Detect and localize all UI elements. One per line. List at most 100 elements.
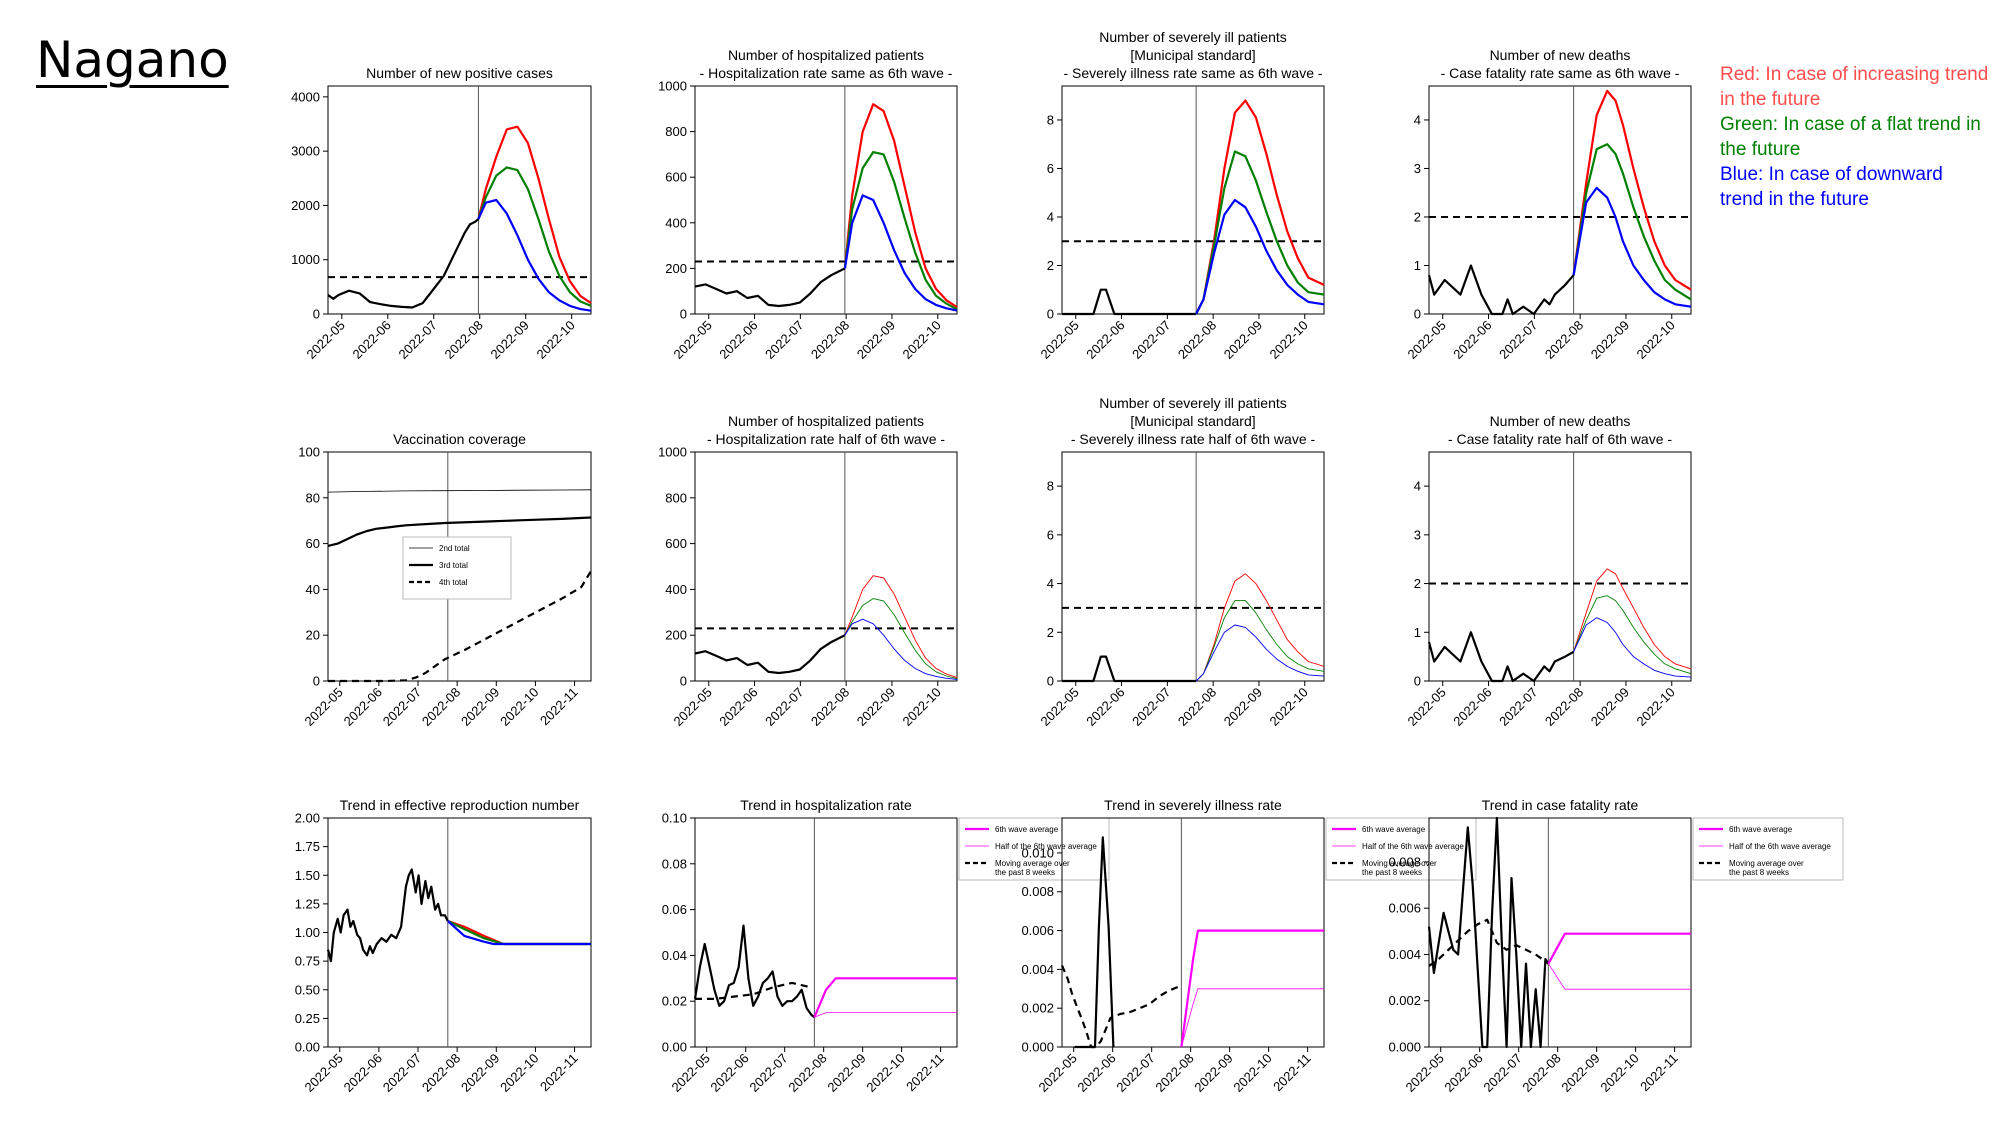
chart-title-line: - Case fatality rate half of 6th wave - (1448, 431, 1672, 447)
chart-title-line: - Case fatality rate same as 6th wave - (1441, 65, 1680, 81)
legend-label: Half of the 6th wave average (1362, 842, 1464, 851)
y-tick-label: 2.00 (295, 811, 320, 826)
chart-title-line: Vaccination coverage (393, 431, 526, 447)
y-tick-label: 2 (1414, 576, 1421, 591)
x-tick-label: 2022-07 (1480, 1051, 1524, 1095)
x-tick-label: 2022-05 (302, 1051, 346, 1095)
x-tick-label: 2022-09 (458, 1051, 502, 1095)
y-tick-label: 8 (1047, 112, 1054, 127)
legend-label: the past 8 weeks (1362, 868, 1422, 877)
chart-title-line: Number of severely ill patients (1099, 29, 1287, 45)
legend-label: the past 8 weeks (1729, 868, 1789, 877)
x-tick-label: 2022-05 (304, 318, 348, 362)
x-tick-label: 2022-07 (746, 1051, 790, 1095)
plot-frame (1061, 817, 1325, 1048)
legend-label: 3rd total (439, 561, 468, 570)
y-tick-label: 0.06 (662, 902, 687, 917)
chart-title-line: Trend in severely illness rate (1104, 797, 1282, 813)
y-tick-label: 600 (665, 170, 687, 185)
y-tick-label: 6 (1047, 161, 1054, 176)
chart-title-line: Number of new positive cases (366, 65, 553, 81)
series-line-down (447, 920, 591, 946)
y-tick-label: 0.002 (1388, 993, 1421, 1008)
x-tick-label: 2022-05 (671, 685, 715, 729)
x-tick-label: 2022-07 (1113, 1051, 1157, 1095)
legend-label: 6th wave average (1362, 825, 1426, 834)
x-tick-label: 2022-10 (1634, 685, 1678, 729)
series-line-increase (1195, 99, 1325, 315)
chart-title-line: - Hospitalization rate half of 6th wave … (707, 431, 945, 447)
x-tick-label: 2022-09 (1191, 1051, 1235, 1095)
plot-frame (694, 451, 958, 682)
x-tick-label: 2022-10 (1267, 685, 1311, 729)
series-line-flat (447, 920, 591, 946)
chart-title-line: Number of hospitalized patients (728, 413, 924, 429)
series-line-observed (1062, 288, 1197, 316)
series-line-increase (1573, 568, 1692, 670)
series-line-observed (1074, 836, 1115, 1049)
y-tick-label: 0.10 (662, 811, 687, 826)
y-tick-label: 1.00 (295, 925, 320, 940)
y-tick-label: 3000 (291, 144, 320, 159)
y-tick-label: 0 (313, 307, 320, 322)
x-tick-label: 2022-10 (1597, 1051, 1641, 1095)
x-tick-label: 2022-08 (1519, 1051, 1563, 1095)
x-tick-label: 2022-08 (785, 1051, 829, 1095)
series-line-observed (1427, 816, 1550, 1049)
y-tick-label: 0.02 (662, 994, 687, 1009)
x-tick-label: 2022-06 (341, 1051, 385, 1095)
y-tick-label: 100 (298, 445, 320, 460)
x-tick-label: 2022-07 (1129, 318, 1173, 362)
series-line-observed (694, 634, 846, 675)
x-tick-label: 2022-08 (1542, 685, 1586, 729)
y-tick-label: 0.006 (1388, 901, 1421, 916)
chart-title-line: Trend in effective reproduction number (340, 797, 580, 813)
x-tick-label: 2022-05 (1405, 318, 1449, 362)
series-line-observed (1427, 631, 1575, 683)
y-tick-label: 0 (680, 307, 687, 322)
x-tick-label: 2022-08 (419, 685, 463, 729)
y-tick-label: 4 (1414, 479, 1421, 494)
chart-title-line: Number of hospitalized patients (728, 47, 924, 63)
x-tick-label: 2022-09 (458, 685, 502, 729)
legend-label: Moving average over (1729, 859, 1804, 868)
x-tick-label: 2022-06 (1441, 1051, 1485, 1095)
chart-panel-5: Number of hospitalized patients - Hospita… (658, 413, 958, 729)
y-tick-label: 0.04 (662, 948, 687, 963)
y-tick-label: 0.004 (1388, 947, 1421, 962)
x-tick-label: 2022-05 (302, 685, 346, 729)
series-line-observed (693, 924, 816, 1019)
chart-title-line: Trend in case fatality rate (1482, 797, 1639, 813)
x-tick-label: 2022-09 (854, 318, 898, 362)
series-line-dashed (1060, 965, 1179, 1049)
x-tick-label: 2022-09 (1588, 318, 1632, 362)
x-tick-label: 2022-06 (1083, 318, 1127, 362)
x-tick-label: 2022-09 (1221, 685, 1265, 729)
y-tick-label: 0.000 (1021, 1040, 1054, 1055)
chart-title-line: - Severely illness rate same as 6th wave… (1063, 65, 1322, 81)
series-line-increase (1572, 89, 1692, 291)
y-tick-label: 3 (1414, 527, 1421, 542)
y-tick-label: 0.000 (1388, 1040, 1421, 1055)
x-tick-label: 2022-06 (1074, 1051, 1118, 1095)
y-tick-label: 0 (1047, 674, 1054, 689)
x-tick-label: 2022-10 (497, 685, 541, 729)
y-tick-label: 0 (1047, 307, 1054, 322)
chart-title-line: Number of new deaths (1490, 47, 1631, 63)
chart-legend (402, 536, 512, 600)
x-tick-label: 2022-08 (808, 318, 852, 362)
x-tick-label: 2022-08 (1542, 318, 1586, 362)
legend-note-blue: Blue: In case of downward trend in the f… (1720, 164, 1943, 210)
series-line-flat (844, 598, 958, 680)
y-tick-label: 4000 (291, 89, 320, 104)
y-tick-label: 20 (306, 628, 320, 643)
series-line-magenta (1180, 929, 1324, 1048)
x-tick-label: 2022-11 (537, 1051, 581, 1095)
y-tick-label: 200 (665, 261, 687, 276)
y-tick-label: 0.50 (295, 982, 320, 997)
chart-title-line: [Municipal standard] (1130, 413, 1255, 429)
x-tick-label: 2022-06 (716, 318, 760, 362)
x-tick-label: 2022-10 (900, 318, 944, 362)
y-tick-label: 0.75 (295, 954, 320, 969)
